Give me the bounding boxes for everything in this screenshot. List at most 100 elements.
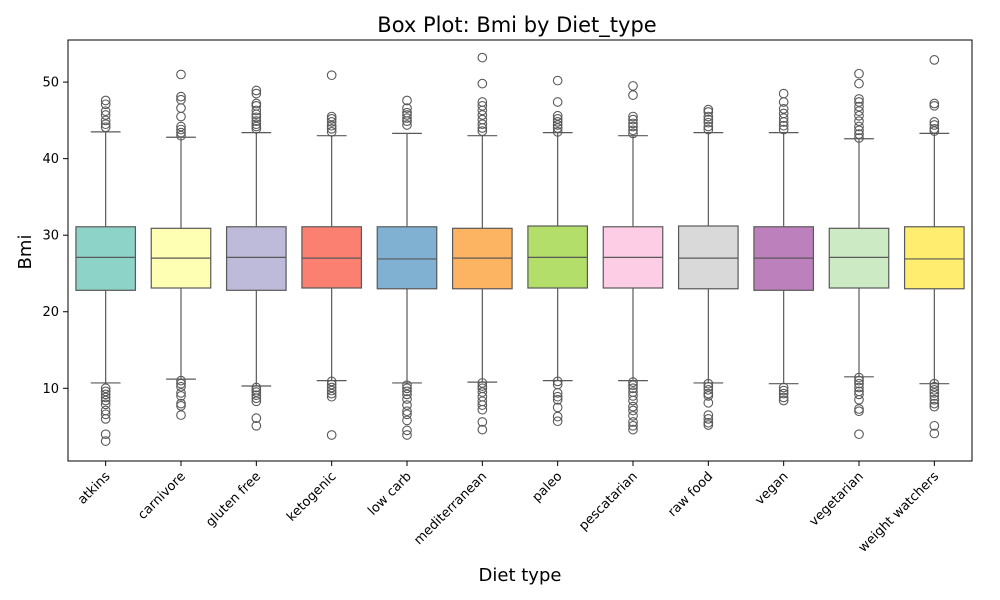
outlier-low-carb-17 (402, 430, 412, 440)
outlier-ketogenic-10 (326, 385, 337, 396)
outlier-paleo-14 (552, 411, 563, 422)
outlier-vegetarian-17 (854, 389, 864, 400)
x-tick-label-vegan: vegan (752, 469, 791, 508)
outlier-gluten-free-11 (251, 382, 262, 393)
outlier-vegetarian-9 (854, 125, 864, 136)
outlier-paleo-1 (552, 97, 563, 107)
outlier-atkins-11 (100, 395, 111, 406)
outlier-vegetarian-6 (854, 110, 864, 121)
outlier-vegan-7 (778, 124, 789, 135)
outlier-mediterranean-1 (477, 78, 488, 89)
x-tick-label-pescatarian: pescatarian (576, 469, 641, 534)
outlier-pescatarian-14 (628, 401, 638, 412)
outlier-vegetarian-5 (854, 106, 864, 117)
outlier-pescatarian-16 (628, 410, 638, 421)
outlier-raw-food-8 (703, 381, 714, 392)
outlier-low-carb-14 (402, 409, 412, 420)
outlier-vegetarian-15 (854, 382, 864, 393)
outlier-low-carb-12 (402, 400, 412, 410)
outlier-raw-food-12 (703, 397, 714, 408)
outlier-carnivore-9 (176, 375, 186, 386)
outlier-raw-food-0 (703, 104, 714, 115)
outlier-vegan-6 (778, 120, 789, 131)
outlier-carnivore-13 (176, 391, 186, 401)
outlier-vegan-1 (778, 97, 789, 107)
outlier-gluten-free-8 (251, 119, 262, 130)
outlier-low-carb-15 (402, 415, 412, 426)
outlier-weight-watchers-7 (929, 378, 940, 389)
outlier-vegan-8 (778, 382, 789, 393)
outlier-weight-watchers-0 (929, 55, 940, 65)
outlier-paleo-6 (552, 123, 563, 133)
outlier-low-carb-13 (402, 406, 412, 417)
outlier-ketogenic-0 (326, 70, 337, 81)
outlier-carnivore-3 (176, 103, 186, 113)
outlier-weight-watchers-1 (929, 98, 940, 109)
outlier-ketogenic-2 (326, 113, 337, 124)
outlier-mediterranean-18 (477, 417, 488, 427)
outlier-atkins-7 (100, 383, 111, 394)
outlier-weight-watchers-8 (929, 381, 940, 392)
outlier-raw-food-1 (703, 107, 714, 117)
outlier-mediterranean-7 (477, 119, 488, 130)
outlier-pescatarian-7 (628, 128, 638, 139)
outlier-weight-watchers-15 (929, 420, 940, 431)
outlier-vegetarian-4 (854, 101, 864, 112)
outlier-vegan-4 (778, 113, 789, 123)
outlier-raw-food-9 (703, 384, 714, 395)
outlier-ketogenic-13 (326, 430, 337, 440)
outlier-mediterranean-8 (477, 123, 488, 133)
outlier-ketogenic-1 (326, 111, 337, 122)
outlier-pescatarian-12 (628, 391, 638, 401)
outlier-atkins-15 (100, 414, 111, 424)
outlier-vegetarian-3 (854, 97, 864, 107)
outlier-ketogenic-9 (326, 382, 337, 393)
outlier-paleo-13 (552, 402, 563, 413)
outlier-ketogenic-12 (326, 391, 337, 402)
outlier-pescatarian-0 (628, 81, 638, 91)
outlier-raw-food-7 (703, 378, 714, 389)
outlier-gluten-free-16 (251, 396, 262, 407)
box-vegetarian (828, 227, 890, 289)
outlier-vegetarian-11 (854, 133, 864, 143)
x-tick-label-carnivore: carnivore (135, 469, 189, 523)
outlier-paleo-11 (552, 391, 563, 402)
outlier-ketogenic-6 (326, 127, 337, 137)
outlier-pescatarian-17 (628, 417, 638, 427)
outlier-weight-watchers-2 (929, 100, 940, 111)
box-ketogenic (301, 226, 363, 289)
outlier-atkins-16 (100, 429, 111, 440)
outlier-paleo-0 (552, 75, 563, 86)
outlier-mediterranean-9 (477, 126, 488, 136)
outlier-atkins-6 (100, 122, 111, 133)
outlier-vegan-5 (778, 117, 789, 127)
outlier-paleo-5 (552, 120, 563, 130)
outlier-gluten-free-13 (251, 387, 262, 397)
outlier-ketogenic-7 (326, 376, 337, 387)
outlier-gluten-free-4 (251, 105, 262, 116)
outlier-carnivore-16 (176, 410, 186, 420)
outlier-gluten-free-5 (251, 109, 262, 120)
outlier-raw-food-16 (703, 420, 714, 430)
outlier-raw-food-10 (703, 388, 714, 399)
plot-area: atkins carnivore gluten free ketogenic low c… (42, 39, 973, 556)
outlier-low-carb-9 (402, 386, 412, 397)
outlier-atkins-9 (100, 389, 111, 400)
y-axis-title: Bmi (15, 235, 36, 270)
outlier-carnivore-11 (176, 381, 186, 392)
outlier-paleo-3 (552, 113, 563, 124)
outlier-low-carb-6 (402, 120, 412, 130)
outlier-vegetarian-21 (854, 429, 864, 440)
outlier-mediterranean-10 (477, 378, 488, 388)
outlier-raw-food-4 (703, 117, 714, 128)
y-tick-label-10: 10 (42, 382, 59, 397)
outlier-pescatarian-9 (628, 380, 638, 391)
outlier-vegetarian-13 (854, 375, 864, 386)
outlier-gluten-free-7 (251, 116, 262, 126)
box-weight-watchers (903, 226, 965, 290)
outlier-mediterranean-11 (477, 381, 488, 391)
outlier-vegetarian-18 (854, 394, 864, 405)
outlier-gluten-free-10 (251, 123, 262, 134)
outlier-pescatarian-3 (628, 114, 638, 125)
